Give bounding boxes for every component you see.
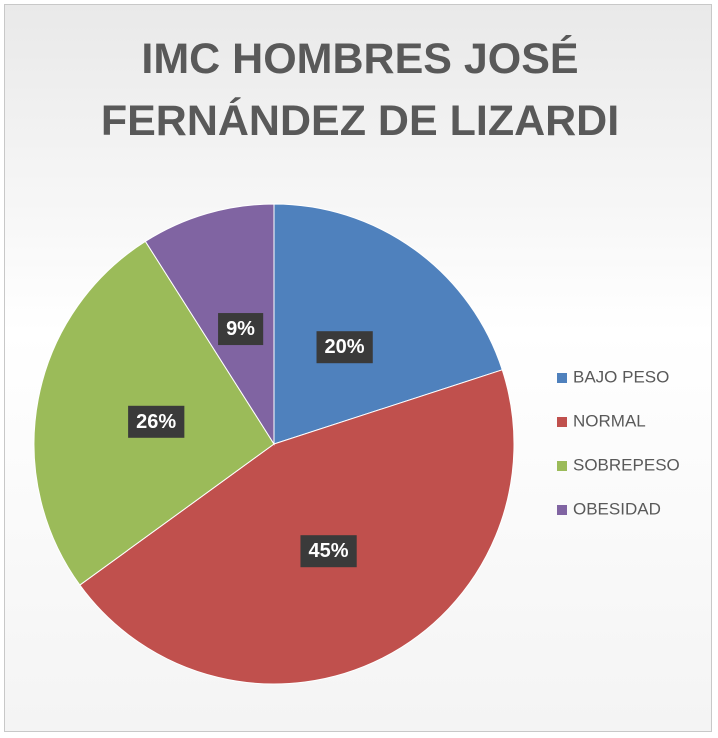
- pie-slice: [79, 369, 515, 685]
- legend-label: SOBREPESO: [573, 455, 680, 474]
- data-label: 9%: [226, 318, 255, 340]
- legend-swatch: [557, 417, 567, 427]
- data-label-box: [316, 331, 373, 364]
- legend-label: OBESIDAD: [573, 499, 661, 518]
- legend-swatch: [557, 461, 567, 471]
- data-label-box: [218, 313, 264, 346]
- data-label: 26%: [136, 411, 176, 433]
- legend-label: BAJO PESO: [573, 367, 669, 386]
- data-label-box: [128, 405, 185, 438]
- legend-label: NORMAL: [573, 411, 646, 430]
- chart-title: IMC HOMBRES JOSÉ FERNÁNDEZ DE LIZARDI: [100, 35, 620, 145]
- data-label: 20%: [325, 336, 365, 358]
- legend-swatch: [557, 505, 567, 515]
- pie-slice: [273, 203, 503, 445]
- data-label-box: [300, 535, 357, 568]
- pie-slice: [144, 203, 275, 446]
- data-label: 45%: [308, 540, 348, 562]
- legend-swatch: [557, 373, 567, 383]
